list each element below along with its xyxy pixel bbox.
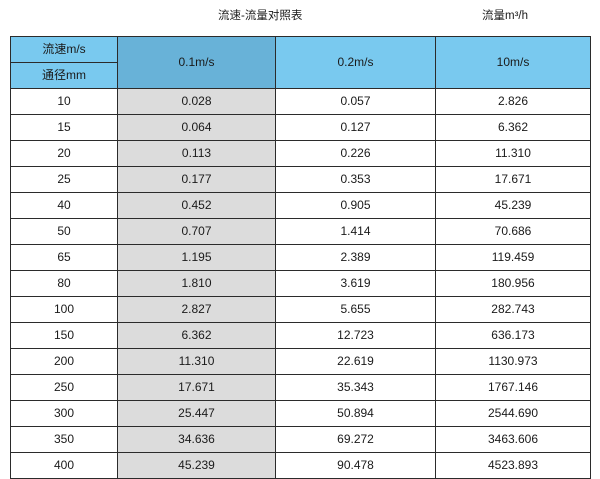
cell-diameter: 80 — [10, 270, 118, 297]
cell-flow-value: 12.723 — [275, 322, 436, 349]
cell-diameter: 50 — [10, 218, 118, 245]
cell-flow-value: 0.707 — [117, 218, 276, 245]
cell-flow-value: 2.826 — [435, 88, 591, 115]
cell-flow-value: 2.827 — [117, 296, 276, 323]
cell-flow-value: 0.028 — [117, 88, 276, 115]
flow-velocity-table: 流速m/s 0.1m/s 0.2m/s 10m/s 通径mm 10 0.028 0.… — [10, 36, 591, 479]
cell-flow-value: 0.226 — [275, 140, 436, 167]
table-row: 15 0.064 0.127 6.362 — [10, 114, 591, 141]
cell-flow-value: 25.447 — [117, 400, 276, 427]
cell-diameter: 40 — [10, 192, 118, 219]
cell-flow-value: 35.343 — [275, 374, 436, 401]
column-header-2: 10m/s — [435, 36, 591, 89]
table-row: 150 6.362 12.723 636.173 — [10, 322, 591, 349]
cell-flow-value: 0.177 — [117, 166, 276, 193]
table-row: 65 1.195 2.389 119.459 — [10, 244, 591, 271]
cell-flow-value: 70.686 — [435, 218, 591, 245]
table-row: 250 17.671 35.343 1767.146 — [10, 374, 591, 401]
cell-flow-value: 11.310 — [435, 140, 591, 167]
chart-title: 流速-流量对照表 — [218, 10, 303, 22]
cell-flow-value: 22.619 — [275, 348, 436, 375]
cell-flow-value: 119.459 — [435, 244, 591, 271]
cell-flow-value: 5.655 — [275, 296, 436, 323]
cell-diameter: 200 — [10, 348, 118, 375]
caption-strip: 流速-流量对照表 流量m³/h — [0, 0, 600, 36]
cell-flow-value: 3463.606 — [435, 426, 591, 453]
cell-diameter: 25 — [10, 166, 118, 193]
cell-diameter: 15 — [10, 114, 118, 141]
table-header-row-bottom: 通径mm — [10, 62, 591, 89]
cell-flow-value: 69.272 — [275, 426, 436, 453]
cell-flow-value: 11.310 — [117, 348, 276, 375]
header-corner-velocity-label: 流速m/s — [10, 36, 118, 63]
table-row: 300 25.447 50.894 2544.690 — [10, 400, 591, 427]
cell-flow-value: 282.743 — [435, 296, 591, 323]
cell-diameter: 100 — [10, 296, 118, 323]
cell-flow-value: 1.810 — [117, 270, 276, 297]
cell-flow-value: 180.956 — [435, 270, 591, 297]
cell-flow-value: 1.195 — [117, 244, 276, 271]
table-row: 350 34.636 69.272 3463.606 — [10, 426, 591, 453]
cell-flow-value: 6.362 — [117, 322, 276, 349]
cell-flow-value: 34.636 — [117, 426, 276, 453]
cell-flow-value: 17.671 — [435, 166, 591, 193]
header-corner-diameter-label: 通径mm — [10, 62, 118, 89]
flow-velocity-table-container: 流速m/s 0.1m/s 0.2m/s 10m/s 通径mm 10 0.028 0.… — [10, 36, 591, 479]
cell-flow-value: 2.389 — [275, 244, 436, 271]
flow-unit-label: 流量m³/h — [482, 10, 528, 22]
cell-flow-value: 50.894 — [275, 400, 436, 427]
table-row: 10 0.028 0.057 2.826 — [10, 88, 591, 115]
cell-flow-value: 0.452 — [117, 192, 276, 219]
cell-diameter: 300 — [10, 400, 118, 427]
cell-flow-value: 2544.690 — [435, 400, 591, 427]
table-row: 100 2.827 5.655 282.743 — [10, 296, 591, 323]
cell-flow-value: 0.353 — [275, 166, 436, 193]
cell-diameter: 20 — [10, 140, 118, 167]
cell-diameter: 150 — [10, 322, 118, 349]
cell-flow-value: 1767.146 — [435, 374, 591, 401]
cell-flow-value: 0.113 — [117, 140, 276, 167]
cell-flow-value: 1.414 — [275, 218, 436, 245]
cell-flow-value: 45.239 — [435, 192, 591, 219]
cell-flow-value: 0.905 — [275, 192, 436, 219]
cell-flow-value: 3.619 — [275, 270, 436, 297]
cell-flow-value: 636.173 — [435, 322, 591, 349]
table-row: 80 1.810 3.619 180.956 — [10, 270, 591, 297]
cell-flow-value: 0.064 — [117, 114, 276, 141]
table-row: 25 0.177 0.353 17.671 — [10, 166, 591, 193]
table-row: 200 11.310 22.619 1130.973 — [10, 348, 591, 375]
cell-diameter: 350 — [10, 426, 118, 453]
column-header-1: 0.2m/s — [275, 36, 436, 89]
cell-flow-value: 0.057 — [275, 88, 436, 115]
table-row: 50 0.707 1.414 70.686 — [10, 218, 591, 245]
column-header-0: 0.1m/s — [117, 36, 276, 89]
cell-flow-value: 6.362 — [435, 114, 591, 141]
cell-flow-value: 17.671 — [117, 374, 276, 401]
table-row: 40 0.452 0.905 45.239 — [10, 192, 591, 219]
table-row: 20 0.113 0.226 11.310 — [10, 140, 591, 167]
cell-diameter: 65 — [10, 244, 118, 271]
table-header-row-top: 流速m/s 0.1m/s 0.2m/s 10m/s — [10, 36, 591, 89]
cell-diameter: 10 — [10, 88, 118, 115]
cell-flow-value: 1130.973 — [435, 348, 591, 375]
cell-diameter: 250 — [10, 374, 118, 401]
cell-flow-value: 0.127 — [275, 114, 436, 141]
